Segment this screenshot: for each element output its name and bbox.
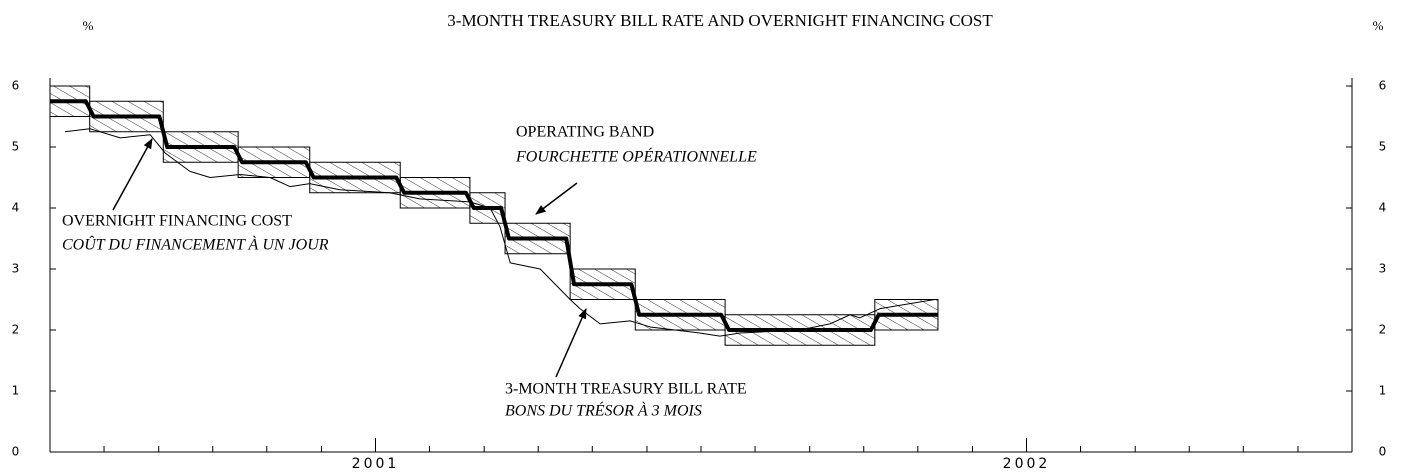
- y-tick-label: 5: [12, 140, 21, 154]
- y-tick-label: 0: [12, 445, 21, 459]
- annotation: OVERNIGHT FINANCING COST: [62, 213, 292, 230]
- y2-tick-label: 3: [1379, 262, 1388, 276]
- y-tick-label: 6: [12, 79, 21, 93]
- plot: 0 0 1 1 2 2 3 3 4 4 5 5 6 6 2001 2002: [12, 78, 1388, 472]
- y-tick-label: 2: [12, 323, 21, 337]
- y-tick-label: 1: [12, 384, 21, 398]
- arrow: [555, 308, 587, 378]
- annotation: OPERATING BAND: [516, 124, 654, 141]
- y-tick-label: 3: [12, 262, 21, 276]
- x-tick-label: 2001: [352, 456, 400, 472]
- x-tick-label: 2002: [1003, 456, 1051, 472]
- annotation: 3-MONTH TREASURY BILL RATE: [505, 381, 747, 398]
- y2-tick-label: 2: [1379, 323, 1388, 337]
- y-unit: %: [83, 18, 94, 33]
- y2-tick-label: 5: [1379, 140, 1388, 154]
- annotation: FOURCHETTE OPÉRATIONNELLE: [515, 147, 757, 166]
- arrow: [535, 182, 578, 215]
- y2-tick-label: 4: [1379, 201, 1388, 215]
- arrow: [112, 138, 153, 211]
- y-tick-label: 4: [12, 201, 21, 215]
- y2-tick-label: 0: [1379, 445, 1388, 459]
- y2-unit: %: [1373, 18, 1384, 33]
- y2-tick-label: 1: [1379, 384, 1388, 398]
- line: [64, 128, 935, 337]
- annotation: BONS DU TRÉSOR À 3 MOIS: [505, 401, 702, 420]
- annotation: COÛT DU FINANCEMENT À UN JOUR: [62, 235, 329, 254]
- line: [50, 99, 938, 332]
- chart-title: 3-MONTH TREASURY BILL RATE AND OVERNIGHT…: [447, 11, 993, 30]
- y2-tick-label: 6: [1379, 79, 1388, 93]
